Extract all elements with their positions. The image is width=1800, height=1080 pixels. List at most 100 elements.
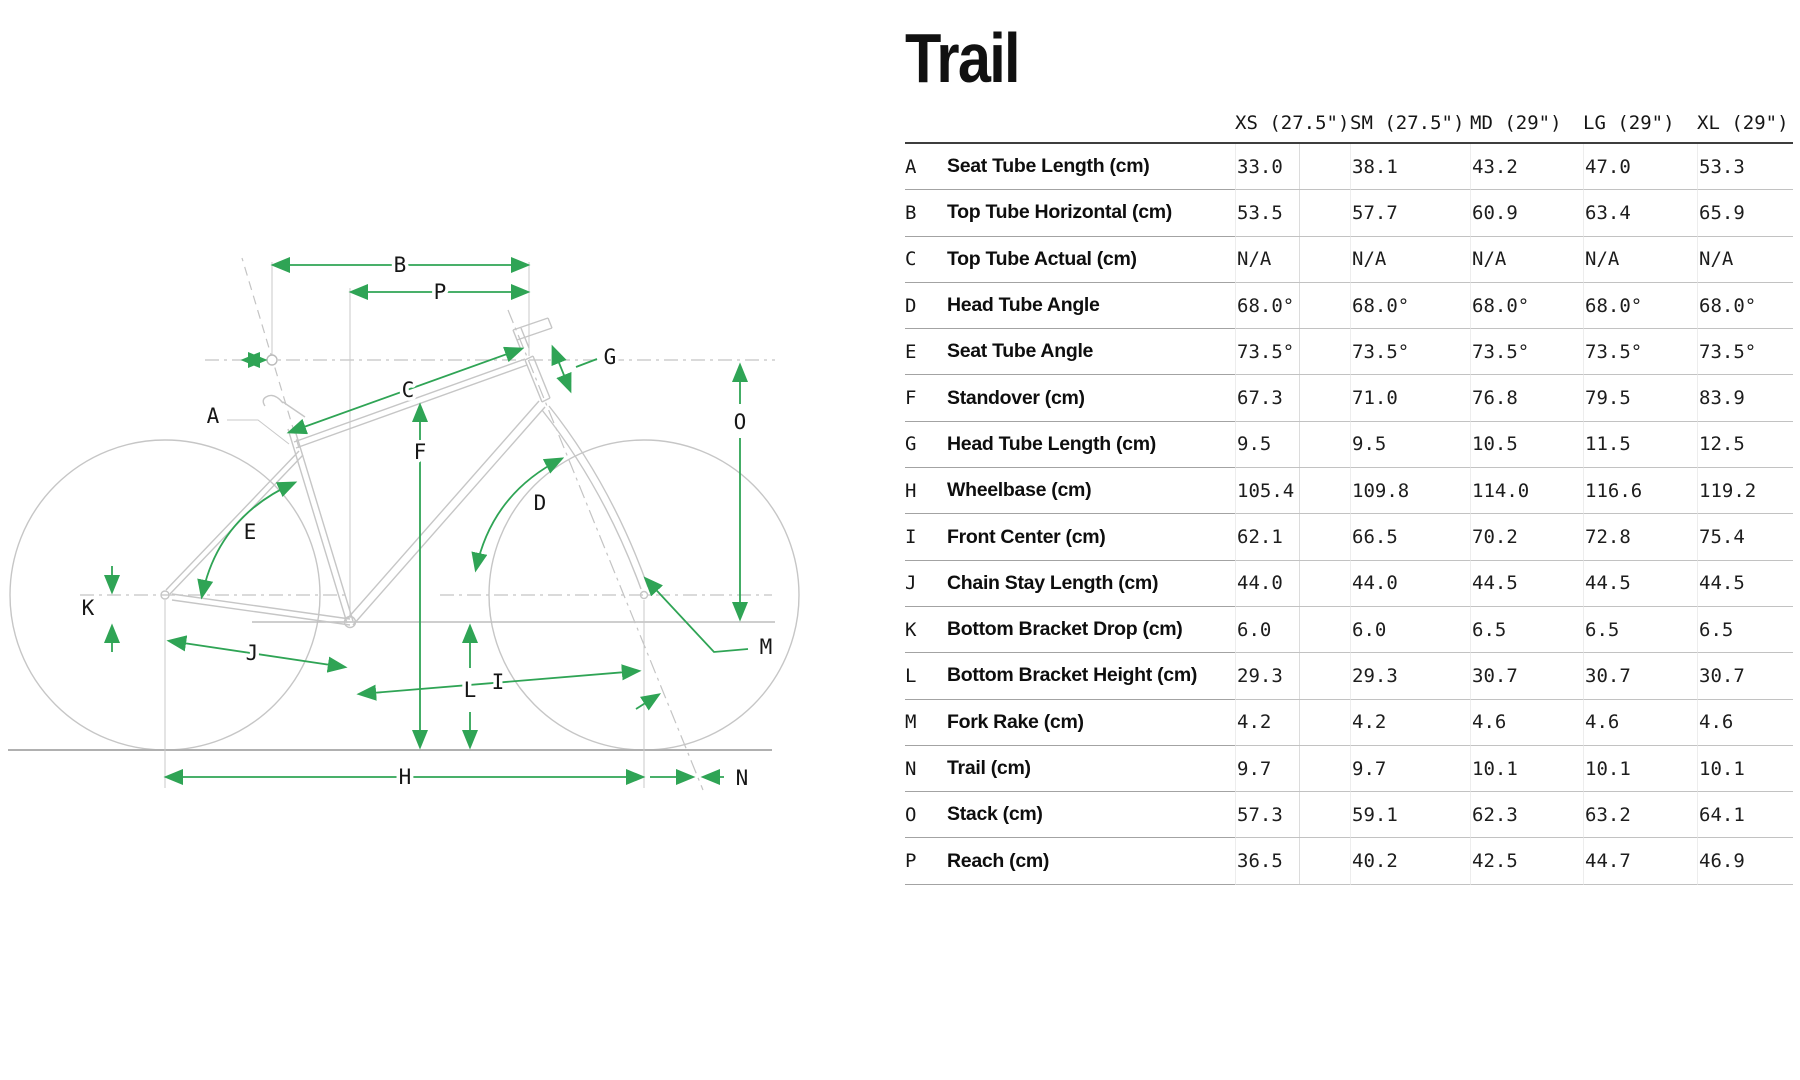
steering-axis-line bbox=[507, 309, 704, 791]
row-label: Stack (cm) bbox=[947, 792, 1235, 839]
table-row: D Head Tube Angle 68.0° 68.0° 68.0° 68.0° 68.0… bbox=[905, 282, 1793, 330]
cell-value: 60.9 bbox=[1470, 190, 1583, 237]
cell-value: 105.4 bbox=[1235, 468, 1350, 515]
row-letter: O bbox=[905, 792, 947, 839]
cell-value: 38.1 bbox=[1350, 144, 1470, 191]
cell-value: 4.6 bbox=[1470, 699, 1583, 746]
cell-value: 43.2 bbox=[1470, 144, 1583, 191]
cell-value: 68.0° bbox=[1583, 282, 1697, 330]
cell-value: 83.9 bbox=[1697, 375, 1793, 422]
cell-value: N/A bbox=[1697, 236, 1793, 283]
cell-value: 64.1 bbox=[1697, 792, 1793, 839]
cell-value: 68.0° bbox=[1235, 282, 1350, 330]
cell-value: 73.5° bbox=[1697, 329, 1793, 376]
geometry-drawing-svg: A B C D E F G H I J K L M N O P bbox=[8, 250, 800, 794]
cell-value: 79.5 bbox=[1583, 375, 1697, 422]
table-row: H Wheelbase (cm) 105.4 109.8 114.0 116.6 119.2 bbox=[905, 468, 1793, 515]
header-spacer-letter bbox=[905, 134, 947, 142]
cell-value: 10.1 bbox=[1583, 745, 1697, 793]
table-row: I Front Center (cm) 62.1 66.5 70.2 72.8 75.4 bbox=[905, 514, 1793, 561]
column-separator bbox=[1299, 144, 1300, 885]
cell-value: 68.0° bbox=[1697, 282, 1793, 330]
row-label: Top Tube Horizontal (cm) bbox=[947, 190, 1235, 237]
row-letter: D bbox=[905, 283, 947, 330]
cell-value: 44.0 bbox=[1350, 560, 1470, 607]
row-letter: M bbox=[905, 700, 947, 746]
row-label: Head Tube Length (cm) bbox=[947, 422, 1235, 469]
cell-value: 67.3 bbox=[1235, 375, 1350, 422]
cell-value: 44.5 bbox=[1697, 560, 1793, 607]
cell-value: 44.5 bbox=[1470, 560, 1583, 607]
cell-value: 76.8 bbox=[1470, 375, 1583, 422]
cell-value: 119.2 bbox=[1697, 468, 1793, 515]
diagram-label-e: E bbox=[244, 520, 257, 544]
table-header-row: XS (27.5") SM (27.5") MD (29") LG (29") … bbox=[905, 106, 1793, 144]
geometry-table: XS (27.5") SM (27.5") MD (29") LG (29") … bbox=[905, 106, 1793, 885]
cell-value: 62.1 bbox=[1235, 514, 1350, 561]
cell-value: 75.4 bbox=[1697, 514, 1793, 561]
row-letter: N bbox=[905, 746, 947, 793]
row-label: Wheelbase (cm) bbox=[947, 468, 1235, 515]
spec-panel: Trail XS (27.5") SM (27.5") MD (29") LG … bbox=[905, 22, 1793, 885]
diagram-label-o: O bbox=[734, 410, 747, 434]
table-row: L Bottom Bracket Height (cm) 29.3 29.3 30.7 3… bbox=[905, 653, 1793, 700]
table-row: N Trail (cm) 9.7 9.7 10.1 10.1 10.1 bbox=[905, 745, 1793, 793]
cell-value: 6.0 bbox=[1235, 606, 1350, 654]
diagram-label-n: N bbox=[736, 766, 749, 790]
row-label: Chain Stay Length (cm) bbox=[947, 561, 1235, 607]
row-label: Seat Tube Length (cm) bbox=[947, 144, 1235, 191]
cell-value: N/A bbox=[1583, 236, 1697, 283]
cell-value: 6.5 bbox=[1470, 606, 1583, 654]
row-letter: J bbox=[905, 561, 947, 607]
table-row: B Top Tube Horizontal (cm) 53.5 57.7 60.9 63.… bbox=[905, 190, 1793, 237]
cell-value: 63.4 bbox=[1583, 190, 1697, 237]
row-label: Standover (cm) bbox=[947, 375, 1235, 422]
row-label: Reach (cm) bbox=[947, 838, 1235, 885]
cell-value: 53.3 bbox=[1697, 144, 1793, 191]
row-letter: G bbox=[905, 422, 947, 469]
diagram-label-k: K bbox=[82, 596, 95, 620]
cell-value: N/A bbox=[1350, 236, 1470, 283]
table-row: J Chain Stay Length (cm) 44.0 44.0 44.5 44.5 4… bbox=[905, 560, 1793, 607]
cell-value: 44.7 bbox=[1583, 838, 1697, 885]
cell-value: 47.0 bbox=[1583, 144, 1697, 191]
table-row: O Stack (cm) 57.3 59.1 62.3 63.2 64.1 bbox=[905, 792, 1793, 839]
diagram-label-j: J bbox=[246, 641, 259, 665]
cell-value: 12.5 bbox=[1697, 421, 1793, 469]
table-row: G Head Tube Length (cm) 9.5 9.5 10.5 11.5 12.5 bbox=[905, 421, 1793, 469]
row-label: Seat Tube Angle bbox=[947, 329, 1235, 376]
cell-value: 65.9 bbox=[1697, 190, 1793, 237]
stem-and-spacers bbox=[512, 317, 553, 351]
cell-value: 4.2 bbox=[1235, 699, 1350, 746]
table-row: C Top Tube Actual (cm) N/A N/A N/A N/A N/A bbox=[905, 236, 1793, 283]
table-row: M Fork Rake (cm) 4.2 4.2 4.6 4.6 4.6 bbox=[905, 699, 1793, 746]
cell-value: 33.0 bbox=[1235, 144, 1350, 191]
header-size-xs: XS (27.5") bbox=[1235, 112, 1350, 134]
diagram-label-a: A bbox=[207, 404, 220, 428]
diagram-label-d: D bbox=[534, 491, 547, 515]
cell-value: 116.6 bbox=[1583, 468, 1697, 515]
cell-value: 62.3 bbox=[1470, 792, 1583, 839]
cell-value: 10.1 bbox=[1470, 745, 1583, 793]
cell-value: 73.5° bbox=[1350, 329, 1470, 376]
row-label: Bottom Bracket Drop (cm) bbox=[947, 607, 1235, 654]
diagram-label-g: G bbox=[604, 345, 617, 369]
cell-value: 71.0 bbox=[1350, 375, 1470, 422]
header-size-xl: XL (29") bbox=[1697, 112, 1789, 134]
page-title: Trail bbox=[905, 19, 1021, 97]
cell-value: 10.5 bbox=[1470, 421, 1583, 469]
row-letter: C bbox=[905, 237, 947, 283]
cell-value: 42.5 bbox=[1470, 838, 1583, 885]
cell-value: 4.2 bbox=[1350, 699, 1470, 746]
cell-value: 30.7 bbox=[1470, 653, 1583, 700]
cell-value: 70.2 bbox=[1470, 514, 1583, 561]
table-row: A Seat Tube Length (cm) 33.0 38.1 43.2 47.0 53… bbox=[905, 144, 1793, 191]
cell-value: 57.7 bbox=[1350, 190, 1470, 237]
cell-value: 6.5 bbox=[1583, 606, 1697, 654]
cell-value: 53.5 bbox=[1235, 190, 1350, 237]
cell-value: 30.7 bbox=[1697, 653, 1793, 700]
row-letter: K bbox=[905, 607, 947, 654]
cell-value: 57.3 bbox=[1235, 792, 1350, 839]
cell-value: 73.5° bbox=[1583, 329, 1697, 376]
cell-value: 68.0° bbox=[1350, 282, 1470, 330]
